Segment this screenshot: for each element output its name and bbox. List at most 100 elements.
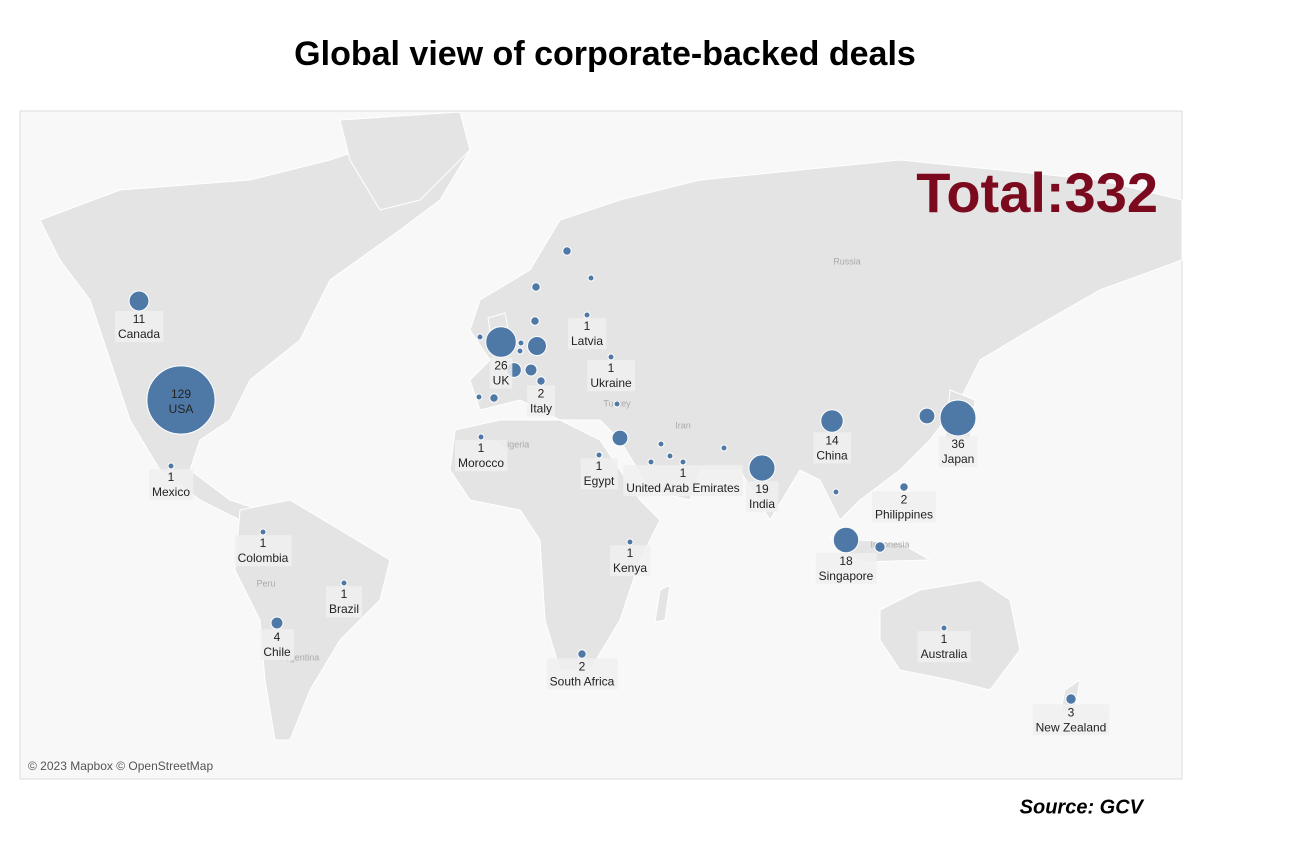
bubble bbox=[939, 399, 977, 437]
bubble bbox=[820, 409, 844, 433]
title: Global view of corporate-backed deals bbox=[294, 35, 916, 73]
point-value-label: 2 bbox=[538, 386, 545, 400]
label-background bbox=[813, 432, 851, 464]
label-background bbox=[815, 552, 877, 584]
point-name-label: Japan bbox=[942, 452, 975, 466]
basemap-label: Russia bbox=[833, 256, 861, 266]
label-background bbox=[454, 440, 508, 472]
bubble bbox=[536, 376, 546, 386]
bubble bbox=[832, 526, 860, 554]
label-background bbox=[580, 458, 619, 490]
point-value-label: 1 bbox=[260, 536, 267, 550]
point-value-label: 3 bbox=[1068, 705, 1075, 719]
basemap-label: Peru bbox=[256, 578, 275, 588]
madagascar bbox=[654, 584, 671, 623]
point-name-label: United Arab Emirates bbox=[626, 481, 739, 495]
point-name-label: Morocco bbox=[458, 456, 504, 470]
point-name-label: Chile bbox=[263, 645, 291, 659]
label-background bbox=[623, 465, 743, 497]
point-value-label: 26 bbox=[494, 358, 508, 372]
bubble bbox=[1065, 693, 1077, 705]
label-background bbox=[871, 491, 937, 523]
point-name-label: Latvia bbox=[571, 334, 603, 348]
bubble bbox=[748, 454, 776, 482]
bubble bbox=[874, 541, 886, 553]
label-background bbox=[917, 631, 971, 663]
bubble bbox=[477, 433, 485, 441]
label-background bbox=[489, 357, 513, 389]
source: Source: GCV bbox=[1020, 796, 1145, 818]
point-name-label: Egypt bbox=[584, 474, 615, 488]
label-background bbox=[567, 318, 607, 350]
point-name-label: USA bbox=[169, 402, 194, 416]
bubble bbox=[657, 440, 665, 448]
point-name-label: Australia bbox=[921, 647, 968, 661]
bubble bbox=[587, 274, 595, 282]
point-value-label: 2 bbox=[901, 492, 908, 506]
bubble bbox=[647, 458, 655, 466]
point-name-label: South Africa bbox=[550, 674, 615, 688]
bubble bbox=[720, 444, 728, 452]
point-value-label: 1 bbox=[596, 459, 603, 473]
point-value-label: 36 bbox=[951, 437, 965, 451]
total: Total:332 bbox=[916, 161, 1158, 224]
map: RussiaIranNigeriaTurkeyPeruArgentinaIndo… bbox=[19, 110, 1183, 780]
bubble bbox=[527, 336, 547, 356]
point-value-label: 19 bbox=[755, 482, 769, 496]
basemap-label: Iran bbox=[675, 420, 691, 430]
bubble bbox=[476, 333, 484, 341]
point-value-label: 18 bbox=[839, 554, 853, 568]
label-background bbox=[745, 481, 779, 513]
label-background bbox=[609, 545, 651, 577]
bubble bbox=[607, 353, 615, 361]
point-value-label: 2 bbox=[579, 659, 586, 673]
point-name-label: Mexico bbox=[152, 485, 190, 499]
label-background bbox=[148, 469, 194, 501]
point-value-label: 4 bbox=[274, 630, 281, 644]
point-name-label: Canada bbox=[118, 327, 160, 341]
point-name-label: Singapore bbox=[819, 569, 874, 583]
point-value-label: 129 bbox=[171, 387, 191, 401]
point-name-label: Brazil bbox=[329, 602, 359, 616]
bubble bbox=[530, 316, 540, 326]
bubble bbox=[562, 246, 572, 256]
point-name-label: China bbox=[816, 448, 848, 462]
bubble bbox=[918, 407, 936, 425]
point-value-label: 1 bbox=[608, 361, 615, 375]
bubble bbox=[531, 282, 541, 292]
bubble bbox=[577, 649, 587, 659]
label-background bbox=[1032, 704, 1110, 736]
point-name-label: New Zealand bbox=[1036, 720, 1107, 734]
point-name-label: India bbox=[749, 497, 775, 511]
point-value-label: 1 bbox=[941, 632, 948, 646]
bubble bbox=[146, 365, 216, 435]
eurasia bbox=[469, 159, 1183, 521]
bubble bbox=[489, 393, 499, 403]
bubble bbox=[524, 363, 538, 377]
basemap-label: Indonesia bbox=[870, 539, 909, 549]
bubble bbox=[583, 311, 591, 319]
point-name-label: UK bbox=[493, 373, 510, 387]
basemap-label: Argentina bbox=[281, 652, 320, 662]
bubble bbox=[340, 579, 348, 587]
point-name-label: Philippines bbox=[875, 507, 933, 521]
label-background bbox=[526, 385, 556, 417]
label-background bbox=[260, 629, 294, 661]
point-value-label: 14 bbox=[825, 433, 839, 447]
label-background bbox=[325, 586, 363, 618]
bubble bbox=[679, 458, 687, 466]
